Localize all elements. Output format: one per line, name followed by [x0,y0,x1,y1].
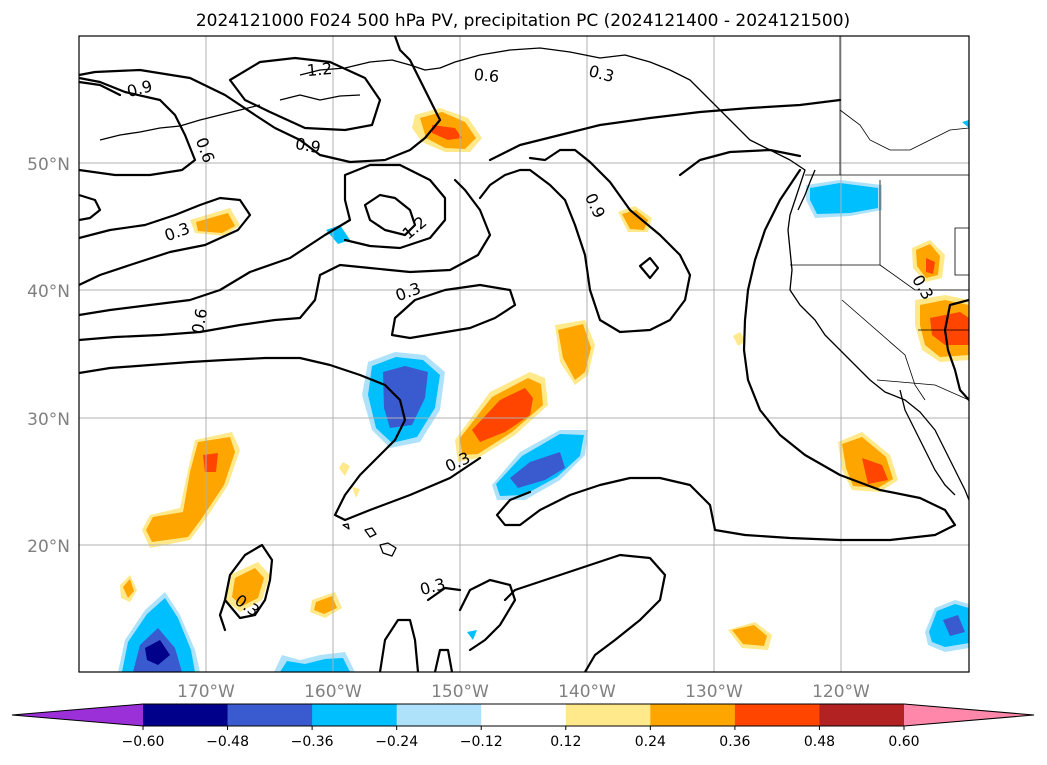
precip-negative-area [810,183,878,214]
lon-tick-label: 120°W [812,682,870,702]
colorbar-tick-label: 0.60 [888,734,919,750]
coastlines [99,36,969,557]
precip-positive-area [314,596,337,614]
colorbar-tick-label: −0.60 [122,734,165,750]
lon-tick-label: 140°W [558,682,616,702]
map-area: 0.9 1.2 0.6 0.3 0.6 0.9 0.3 1.2 0.9 0.3 … [79,36,969,672]
precip-positive-area [432,125,462,140]
colorbar-tick-label: −0.48 [206,734,249,750]
colorbar-segment [396,704,482,726]
precip-positive-area [558,324,591,380]
colorbar-segment [565,704,651,726]
colorbar-segment [312,704,398,726]
precip-positive-area [733,332,746,346]
lon-tick-label: 130°W [685,682,743,702]
lat-tick-label: 20°N [27,537,70,557]
colorbar-extend-high [904,704,1034,726]
colorbar-segment [143,704,229,726]
precip-positive-area [472,388,533,442]
precip-positive-area [732,625,767,646]
precip-positive-area [862,458,888,484]
lat-tick-label: 50°N [27,155,70,175]
colorbar-tick-label: −0.12 [460,734,503,750]
lon-tick-label: 170°W [177,682,235,702]
precip-shading [118,108,969,672]
lon-tick-label: 150°W [431,682,489,702]
lon-tick-label: 160°W [304,682,362,702]
colorbar-segment [734,704,820,726]
colorbar-segment [481,704,567,726]
colorbar-tick-label: 0.12 [550,734,581,750]
pv-contour-label: 0.6 [473,65,500,86]
precip-positive-area [926,258,935,274]
precip-positive-area [339,462,350,476]
precip-negative-area [962,120,969,128]
colorbar-tick-label: 0.48 [804,734,835,750]
precip-positive-area [123,579,134,598]
precip-negative-area [145,640,170,665]
pv-contour-label: 0.6 [188,307,211,335]
lat-tick-label: 40°N [27,282,70,302]
precip-positive-area [930,312,969,345]
precip-negative-area [467,630,477,640]
map-frame [78,35,970,673]
precip-negative-area [943,615,965,636]
colorbar-segment [227,704,313,726]
colorbar-tick-label: −0.36 [291,734,334,750]
precip-positive-area [232,568,264,606]
colorbar-tick-label: 0.36 [719,734,750,750]
colorbar-tick-label: 0.24 [635,734,666,750]
precip-positive-area [203,453,218,472]
precip-positive-area [622,210,648,230]
colorbar-extend-low [12,704,143,726]
precip-negative-area [383,366,428,428]
colorbar-tick-label: −0.24 [375,734,418,750]
pv-contours [79,36,969,672]
lat-tick-label: 30°N [27,410,70,430]
pv-contour-label: 0.9 [294,134,322,157]
precip-negative-area [510,452,565,488]
gridlines [79,36,969,672]
colorbar-segment [650,704,736,726]
colorbar-segment [819,704,905,726]
colorbar: −0.60 −0.48 −0.36 −0.24 −0.12 0.12 0.24 0.36 0.4… [11,703,1035,750]
precip-positive-area [352,487,360,498]
pv-contour-label: 1.2 [306,59,333,80]
chart-title: 2024121000 F024 500 hPa PV, precipitatio… [196,11,850,31]
